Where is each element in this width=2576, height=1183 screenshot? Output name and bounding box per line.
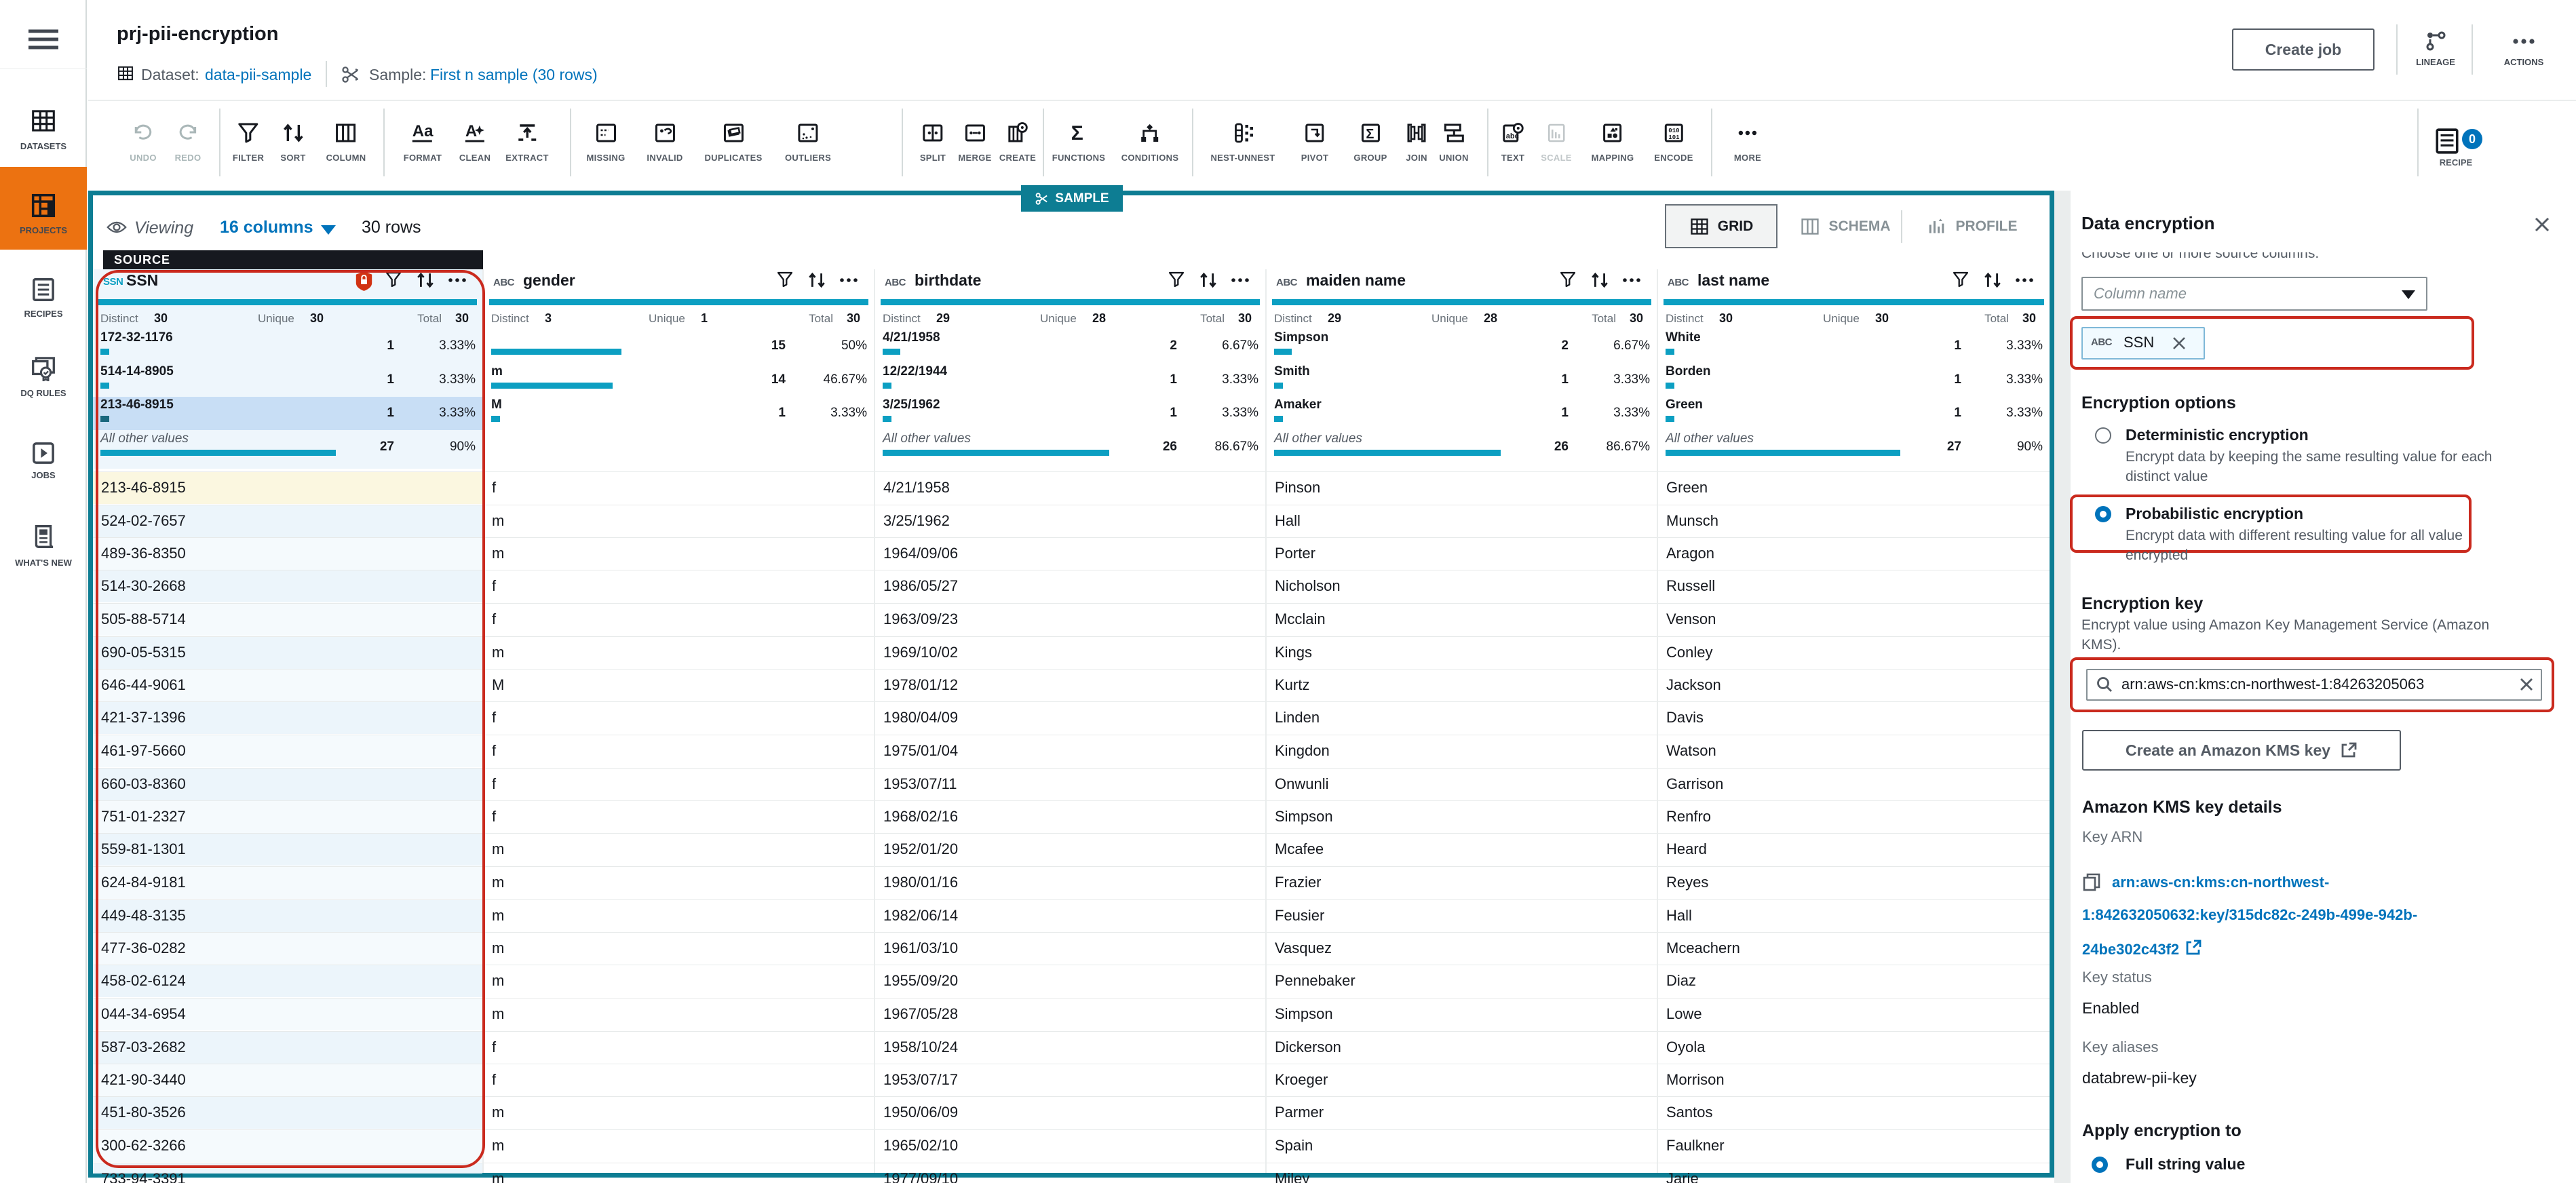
svg-text:101: 101: [1668, 134, 1680, 141]
svg-text:Aa: Aa: [412, 122, 434, 140]
svg-text:010: 010: [1668, 128, 1679, 134]
svg-text:A: A: [465, 122, 477, 140]
svg-text:Σ: Σ: [1366, 127, 1374, 142]
svg-text:Σ: Σ: [1071, 122, 1083, 144]
svg-text:abc: abc: [1506, 132, 1519, 140]
